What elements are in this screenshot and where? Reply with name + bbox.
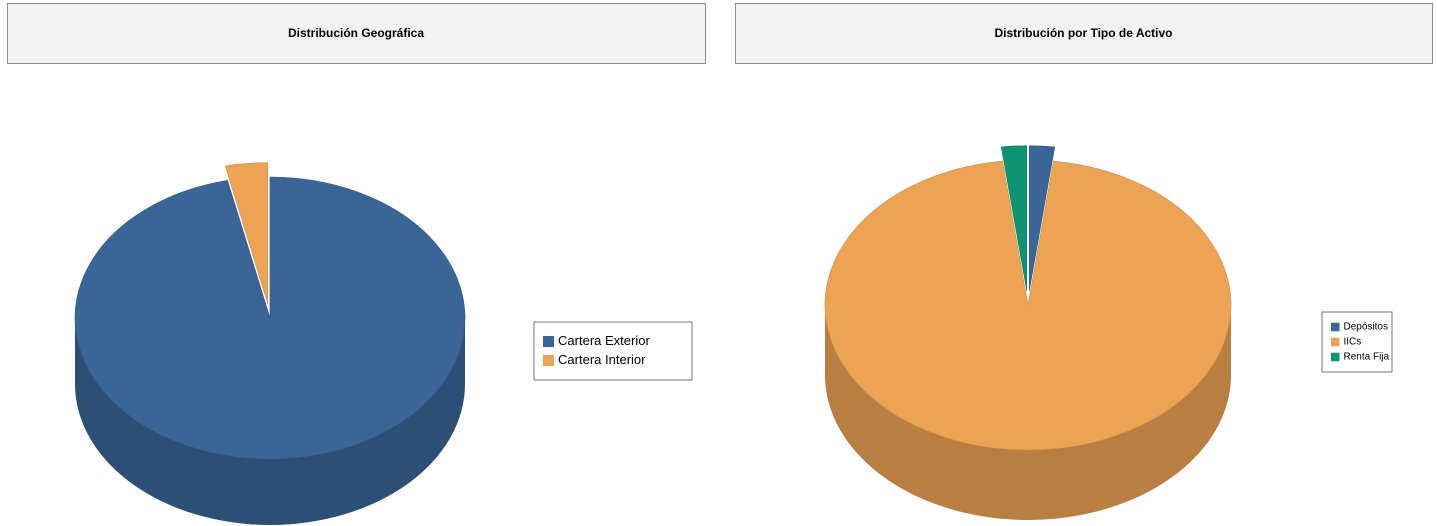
legend-label: Cartera Exterior [558,333,650,348]
legend-swatch [1331,337,1340,347]
slice [224,162,269,304]
slice-side [75,318,465,525]
slice [74,176,466,460]
chart-title: Distribución por Tipo de Activo [994,26,1172,40]
title-box [735,3,1433,64]
legend-label: IICs [1344,337,1362,348]
legend-swatch [1331,352,1340,362]
legend-box [533,321,693,381]
legend-swatch [543,354,555,367]
slice [1000,145,1028,291]
chart-title: Distribución Geográfica [288,26,424,40]
slice-side [825,305,1231,520]
legend-swatch [1331,322,1340,332]
legend-label: Cartera Interior [558,352,646,367]
slice [1028,145,1056,291]
legend-label: Renta Fija [1344,352,1390,363]
slice [824,160,1232,451]
title-box [7,3,706,64]
legend-swatch [543,335,555,348]
legend-label: Depósitos [1344,322,1388,333]
